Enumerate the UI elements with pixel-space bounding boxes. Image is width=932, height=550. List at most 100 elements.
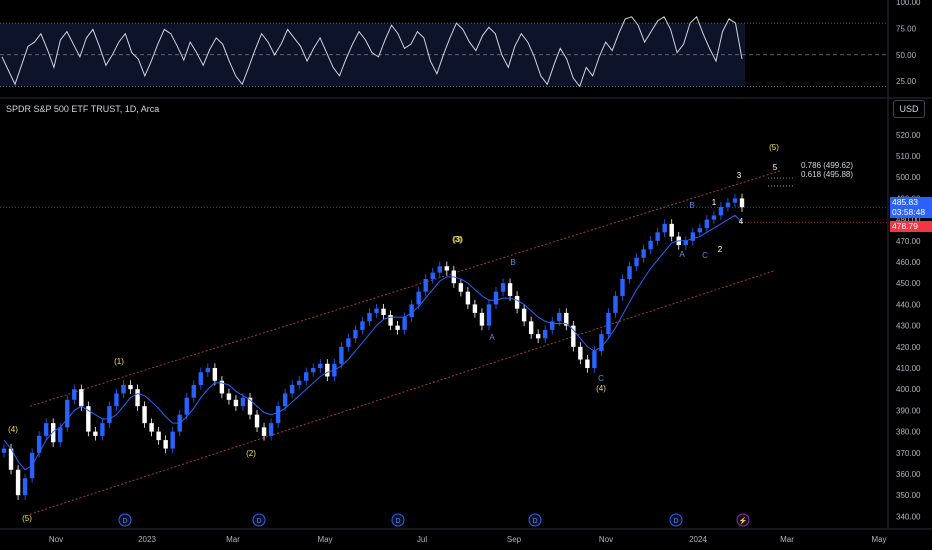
symbol-title[interactable]: SPDR S&P 500 ETF TRUST, 1D, Arca	[6, 104, 160, 114]
candle-body	[149, 423, 154, 432]
dividend-event-icon	[669, 513, 683, 527]
price-tick-label: 410.00	[896, 364, 921, 373]
time-tick-label: Nov	[49, 535, 63, 544]
candle-body	[275, 406, 281, 424]
split-event-icon	[736, 513, 750, 527]
candle-body	[36, 435, 42, 453]
candle-body	[500, 283, 506, 292]
wave-label-minor: B	[510, 258, 515, 267]
candle-body	[43, 423, 49, 436]
candle-body	[613, 295, 618, 313]
wave-label-minor: 1	[712, 198, 717, 207]
candle-body	[219, 380, 225, 394]
candle-body	[662, 223, 667, 233]
wave-label-major: (2)	[246, 449, 256, 458]
event-marker-label: D	[256, 518, 261, 525]
moving-average-line	[3, 214, 743, 471]
candle-body	[184, 397, 189, 415]
candle-body	[711, 215, 717, 220]
candle-body	[65, 399, 70, 428]
wave-label-minor: A	[489, 333, 495, 342]
price-tick-label: 460.00	[896, 258, 921, 267]
last-price: 485.83	[892, 197, 918, 207]
price-tick-label: 500.00	[896, 173, 921, 182]
candle-body	[254, 414, 260, 428]
dividend-event-icon	[118, 513, 132, 527]
candle-body	[507, 283, 513, 296]
price-tick-label: 380.00	[896, 428, 921, 437]
candle-body	[388, 315, 393, 326]
candle-body	[339, 346, 344, 364]
candle-body	[739, 198, 745, 208]
time-tick-label: 2023	[138, 535, 156, 544]
candle-body	[282, 393, 288, 407]
candle-body	[297, 380, 302, 385]
candle-body	[725, 202, 731, 207]
wave-label-major: (4)	[8, 425, 18, 434]
candle-body	[72, 389, 77, 400]
candle-body	[655, 232, 660, 241]
candle-body	[620, 278, 625, 296]
candle-body	[22, 478, 28, 496]
candle-body	[93, 431, 98, 436]
candle-body	[107, 406, 112, 424]
candle-body	[641, 249, 646, 258]
price-tick-label: 360.00	[896, 470, 921, 479]
wave-label-minor: 3	[737, 171, 742, 180]
candle-body	[444, 266, 449, 271]
wave-label-minor: A	[679, 250, 685, 259]
wave-label-major: (1)	[114, 357, 124, 366]
price-tick-label: 340.00	[896, 512, 921, 521]
candle-body	[233, 399, 239, 407]
last-price-tag: 485.83 03:58:48	[890, 197, 932, 218]
candle-body	[374, 308, 379, 313]
candle-body	[381, 308, 386, 316]
candle-body	[311, 368, 316, 373]
candle-body	[8, 448, 14, 470]
price-tick-label: 440.00	[896, 300, 921, 309]
candle-body	[697, 228, 703, 233]
rsi-tick-label: 50.00	[896, 51, 917, 60]
candle-body	[550, 321, 555, 330]
wave-label-major: (5)	[769, 143, 779, 152]
candle-body	[704, 219, 710, 229]
time-tick-label: 2024	[689, 535, 707, 544]
fib-level-618[interactable]: 0.618 (495.88)	[801, 170, 854, 179]
candle-body	[304, 372, 309, 381]
dividend-event-icon	[252, 513, 266, 527]
candle-body	[346, 338, 351, 347]
time-tick-label: Jul	[417, 535, 427, 544]
candle-body	[226, 393, 232, 400]
candle-body	[289, 384, 295, 394]
candle-body	[557, 312, 562, 322]
candle-body	[247, 397, 253, 415]
wave-label-major: (3)	[453, 235, 463, 244]
rsi-line	[1, 15, 743, 88]
candle-body	[100, 423, 105, 436]
rsi-tick-label: 100.00	[896, 0, 921, 7]
bar-countdown: 03:58:48	[892, 207, 926, 217]
wave-label-major: (3)	[452, 235, 462, 244]
wave-label-major: (4)	[596, 384, 606, 393]
candle-body	[135, 389, 140, 407]
price-tick-label: 430.00	[896, 322, 921, 331]
time-tick-label: May	[317, 535, 332, 544]
price-tick-label: 420.00	[896, 343, 921, 352]
candle-body	[493, 291, 499, 305]
currency-button[interactable]: USD	[893, 100, 925, 118]
candle-body	[15, 469, 21, 496]
candle-body	[261, 427, 267, 436]
candle-body	[585, 359, 590, 369]
candle-body	[732, 198, 738, 203]
candle-body	[205, 368, 211, 373]
rsi-pane	[0, 15, 888, 88]
fib-level-786[interactable]: 0.786 (499.62)	[801, 161, 854, 170]
price-tick-label: 510.00	[896, 152, 921, 161]
candle-body	[571, 325, 576, 347]
candle-body	[437, 266, 442, 273]
event-marker-label: D	[395, 518, 400, 525]
candle-body	[423, 278, 428, 292]
